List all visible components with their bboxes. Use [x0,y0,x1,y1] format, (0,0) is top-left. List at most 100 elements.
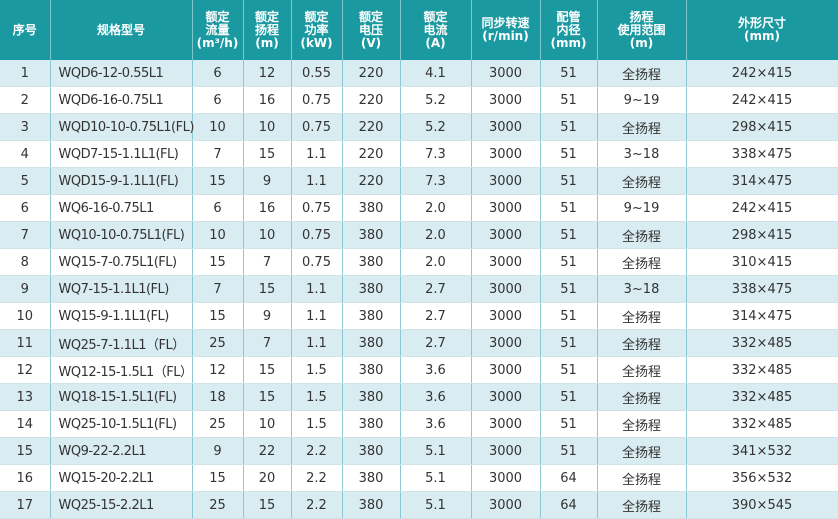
table-row: 16 WQ15-20-2.2L1 15 20 2.2 380 5.1 3000 64 全扬程 356… [0,464,838,492]
cell-current: 5.2 [400,113,472,141]
cell-voltage: 220 [342,86,401,114]
table-row: 7 WQ10-10-0.75L1(FL) 10 10 0.75 380 2.0 3000 51 全… [0,221,838,249]
cell-model: WQ18-15-1.5L1(FL) [50,383,193,411]
cell-power: 2.2 [291,491,343,519]
cell-head-range: 全扬程 [597,356,687,384]
cell-model: WQD6-16-0.75L1 [50,86,193,114]
header-flow: 额定 流量 (m³/h) [192,0,244,60]
cell-flow: 6 [192,194,244,222]
table-row: 17 WQ25-15-2.2L1 25 15 2.2 380 5.1 3000 64 全扬程 390… [0,491,838,519]
cell-dimensions: 356×532 [686,464,838,492]
cell-head-range: 全扬程 [597,329,687,357]
table-row: 13 WQ18-15-1.5L1(FL) 18 15 1.5 380 3.6 3000 51 全扬… [0,383,838,411]
cell-model: WQ25-10-1.5L1(FL) [50,410,193,438]
header-head-range: 扬程 使用范围 (m) [597,0,687,60]
cell-flow: 10 [192,221,244,249]
cell-head: 9 [243,302,292,330]
cell-pipe-diameter: 51 [540,383,598,411]
cell-model: WQ10-10-0.75L1(FL) [50,221,193,249]
cell-pipe-diameter: 51 [540,302,598,330]
cell-pipe-diameter: 51 [540,410,598,438]
cell-index: 8 [0,248,51,276]
cell-head: 16 [243,194,292,222]
cell-index: 1 [0,60,51,87]
cell-flow: 6 [192,86,244,114]
cell-voltage: 220 [342,113,401,141]
cell-pipe-diameter: 51 [540,167,598,195]
cell-head: 7 [243,329,292,357]
cell-speed: 3000 [471,437,541,465]
cell-index: 16 [0,464,51,492]
cell-model: WQ25-7-1.1L1（FL） [50,329,193,357]
cell-current: 5.1 [400,464,472,492]
cell-index: 7 [0,221,51,249]
cell-current: 2.7 [400,329,472,357]
cell-speed: 3000 [471,383,541,411]
cell-pipe-diameter: 51 [540,86,598,114]
cell-flow: 9 [192,437,244,465]
cell-head: 7 [243,248,292,276]
cell-head: 15 [243,383,292,411]
cell-dimensions: 242×415 [686,86,838,114]
cell-voltage: 380 [342,410,401,438]
cell-current: 3.6 [400,383,472,411]
cell-power: 2.2 [291,464,343,492]
cell-speed: 3000 [471,248,541,276]
cell-speed: 3000 [471,491,541,519]
cell-head: 15 [243,275,292,303]
cell-power: 1.1 [291,329,343,357]
table-row: 15 WQ9-22-2.2L1 9 22 2.2 380 5.1 3000 51 全扬程 341×5… [0,437,838,465]
cell-pipe-diameter: 51 [540,60,598,87]
cell-flow: 10 [192,113,244,141]
cell-head-range: 全扬程 [597,113,687,141]
cell-head: 16 [243,86,292,114]
cell-power: 0.75 [291,86,343,114]
cell-index: 3 [0,113,51,141]
table-row: 10 WQ15-9-1.1L1(FL) 15 9 1.1 380 2.7 3000 51 全扬程 3… [0,302,838,330]
table-row: 6 WQ6-16-0.75L1 6 16 0.75 380 2.0 3000 51 9~19 242… [0,194,838,222]
cell-flow: 25 [192,410,244,438]
table-row: 14 WQ25-10-1.5L1(FL) 25 10 1.5 380 3.6 3000 51 全扬… [0,410,838,438]
cell-model: WQ15-7-0.75L1(FL) [50,248,193,276]
cell-head-range: 全扬程 [597,464,687,492]
cell-flow: 7 [192,140,244,168]
cell-head-range: 9~19 [597,86,687,114]
cell-head-range: 全扬程 [597,491,687,519]
cell-head-range: 3~18 [597,275,687,303]
cell-model: WQ25-15-2.2L1 [50,491,193,519]
header-pipe-diameter: 配管 内径 (mm) [540,0,598,60]
cell-head-range: 全扬程 [597,437,687,465]
cell-voltage: 220 [342,60,401,87]
cell-model: WQ15-20-2.2L1 [50,464,193,492]
cell-speed: 3000 [471,86,541,114]
cell-current: 2.7 [400,275,472,303]
cell-dimensions: 242×415 [686,194,838,222]
cell-voltage: 380 [342,221,401,249]
cell-flow: 15 [192,302,244,330]
header-voltage: 额定 电压 (V) [342,0,401,60]
header-power: 额定 功率 (kW) [291,0,343,60]
cell-power: 1.5 [291,410,343,438]
cell-dimensions: 314×475 [686,167,838,195]
cell-head: 15 [243,356,292,384]
cell-speed: 3000 [471,140,541,168]
cell-head-range: 3~18 [597,140,687,168]
cell-speed: 3000 [471,275,541,303]
cell-model: WQD15-9-1.1L1(FL) [50,167,193,195]
cell-power: 0.55 [291,60,343,87]
cell-dimensions: 332×485 [686,383,838,411]
cell-head: 20 [243,464,292,492]
cell-speed: 3000 [471,410,541,438]
cell-power: 2.2 [291,437,343,465]
cell-pipe-diameter: 51 [540,275,598,303]
cell-flow: 25 [192,329,244,357]
cell-power: 0.75 [291,113,343,141]
cell-model: WQ12-15-1.5L1（FL） [50,356,193,384]
cell-head: 15 [243,140,292,168]
cell-flow: 15 [192,167,244,195]
cell-pipe-diameter: 51 [540,329,598,357]
cell-speed: 3000 [471,194,541,222]
table-row: 9 WQ7-15-1.1L1(FL) 7 15 1.1 380 2.7 3000 51 3~18 3… [0,275,838,303]
cell-dimensions: 314×475 [686,302,838,330]
cell-current: 2.7 [400,302,472,330]
